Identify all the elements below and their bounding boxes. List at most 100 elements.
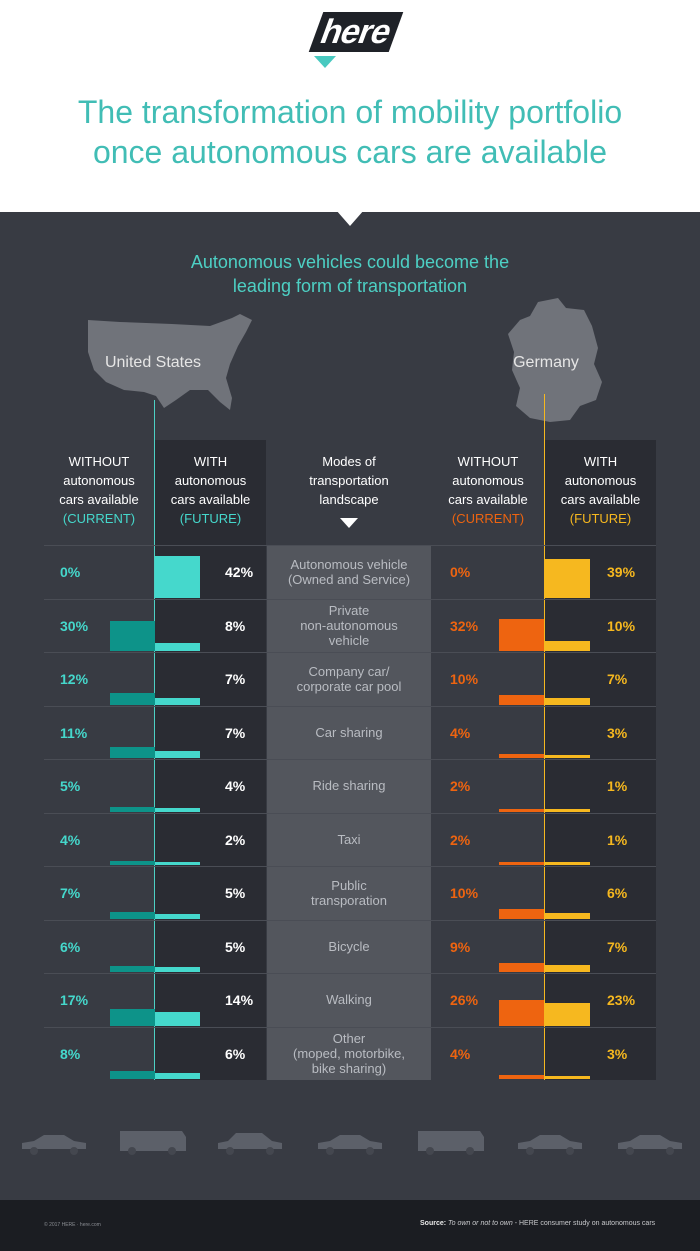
chart-subtitle: Autonomous vehicles could become the lea… [0,250,700,298]
mode-label: Private non-autonomous vehicle [267,601,431,651]
modes-header: Modes of transportation landscape [267,452,431,529]
de-future-bar [545,1076,590,1079]
us-current-bar [110,692,155,705]
de-future-value-label: 1% [607,778,628,794]
row-separator [44,598,656,600]
de-current-bar [499,862,544,865]
mode-label: Company car/corporate car pool [267,654,431,704]
de-current-column [432,440,544,1080]
car-icon [618,1135,682,1155]
future-tag: (FUTURE) [569,511,632,526]
germany-map-label: Germany [513,354,579,371]
us-future-bar [155,697,200,705]
taxi-icon [518,1135,582,1155]
us-current-value-label: 7% [60,885,81,901]
mode-label: Car sharing [267,708,431,758]
de-future-value-label: 10% [607,617,636,634]
us-current-value-label: 17% [60,992,89,1008]
mode-label-line: Autonomous vehicle [290,556,408,572]
row-separator [44,866,656,867]
future-tag: (FUTURE) [179,511,242,526]
mode-label: Walking [267,975,431,1025]
subtitle-line-2: leading form of transportation [232,276,468,296]
de-future-column [545,440,656,1080]
us-future-value-label: 6% [225,1045,246,1062]
de-current-value-label: 0% [450,564,471,580]
header-line: autonomous [63,473,135,488]
header-line: landscape [319,492,379,507]
de-future-value-label: 7% [607,671,628,687]
header-line: cars available [59,492,139,507]
mode-label-line: non-autonomous [300,617,398,633]
de-current-bar [499,999,544,1026]
row-separator [44,705,656,707]
source-title: To own or not to own [448,1220,513,1227]
de-current-value-label: 32% [450,617,479,634]
de-future-bar [545,755,590,758]
mode-label: Bicycle [267,922,431,972]
suv-icon [218,1133,282,1155]
row-separator [44,973,656,974]
mode-label-line: corporate car pool [296,678,402,694]
de-current-value-label: 10% [450,885,479,901]
de-future-value-label: 39% [607,564,636,580]
us-current-value-label: 5% [60,778,81,794]
bus-icon [120,1131,186,1155]
de-current-value-label: 4% [450,1045,471,1062]
us-current-value-label: 8% [60,1045,81,1062]
de-with-header: WITH autonomous cars available (FUTURE) [545,452,656,528]
mode-label-line: vehicle [328,632,370,648]
de-future-bar [545,641,590,651]
de-current-value-label: 10% [450,671,479,687]
mode-label-line: Company car/ [308,663,390,679]
de-current-bar [499,619,544,651]
mode-label-line: Walking [326,992,372,1008]
logo-text: here [308,12,404,52]
header-line: WITH [583,454,618,469]
de-current-value-label: 2% [450,831,471,848]
footer [0,1200,700,1251]
de-future-bar [545,1002,590,1026]
us-current-bar [110,621,155,651]
de-future-bar [545,912,590,919]
de-current-value-label: 4% [450,724,471,741]
us-future-bar [155,913,200,919]
us-current-value-label: 30% [60,617,89,634]
us-map-icon [88,314,252,410]
de-future-bar [545,558,590,598]
us-current-bar [110,1008,155,1026]
source-label: Source: [420,1220,447,1227]
mode-label: Public transporation [267,868,431,918]
row-separator [44,759,656,760]
header-line: WITHOUT [68,454,130,469]
header-line: autonomous [174,473,247,488]
de-future-value-label: 7% [607,938,628,955]
us-map-label: United States [104,354,202,371]
de-current-bar [499,694,544,705]
car-icon [318,1135,382,1155]
us-future-value-label: 5% [225,885,246,901]
us-current-bar [110,966,155,972]
de-future-value-label: 23% [607,992,636,1008]
us-current-bar [110,1071,155,1079]
mode-label-line: Car sharing [315,724,383,740]
us-future-value-label: 2% [225,831,246,848]
us-future-value-label: 42% [225,564,254,580]
us-future-value-label: 7% [225,671,246,687]
header-line: transportation [309,473,389,488]
car-icon [22,1135,86,1155]
row-separator [44,1026,656,1028]
mode-label-line: Taxi [337,831,361,847]
us-with-header: WITH autonomous cars available (FUTURE) [155,452,266,528]
source-text: Source: To own or not to own - HERE cons… [420,1220,655,1227]
us-future-value-label: 8% [225,617,246,634]
us-future-bar [155,967,200,972]
us-future-value-label: 5% [225,938,246,955]
de-future-value-label: 3% [607,1045,628,1062]
us-marker-line [154,400,155,1080]
de-future-value-label: 6% [607,885,628,901]
header-line: cars available [560,492,641,507]
title-line-2: once autonomous cars are available [92,134,608,170]
down-arrow-icon [340,518,358,528]
us-current-value-label: 4% [60,831,81,848]
